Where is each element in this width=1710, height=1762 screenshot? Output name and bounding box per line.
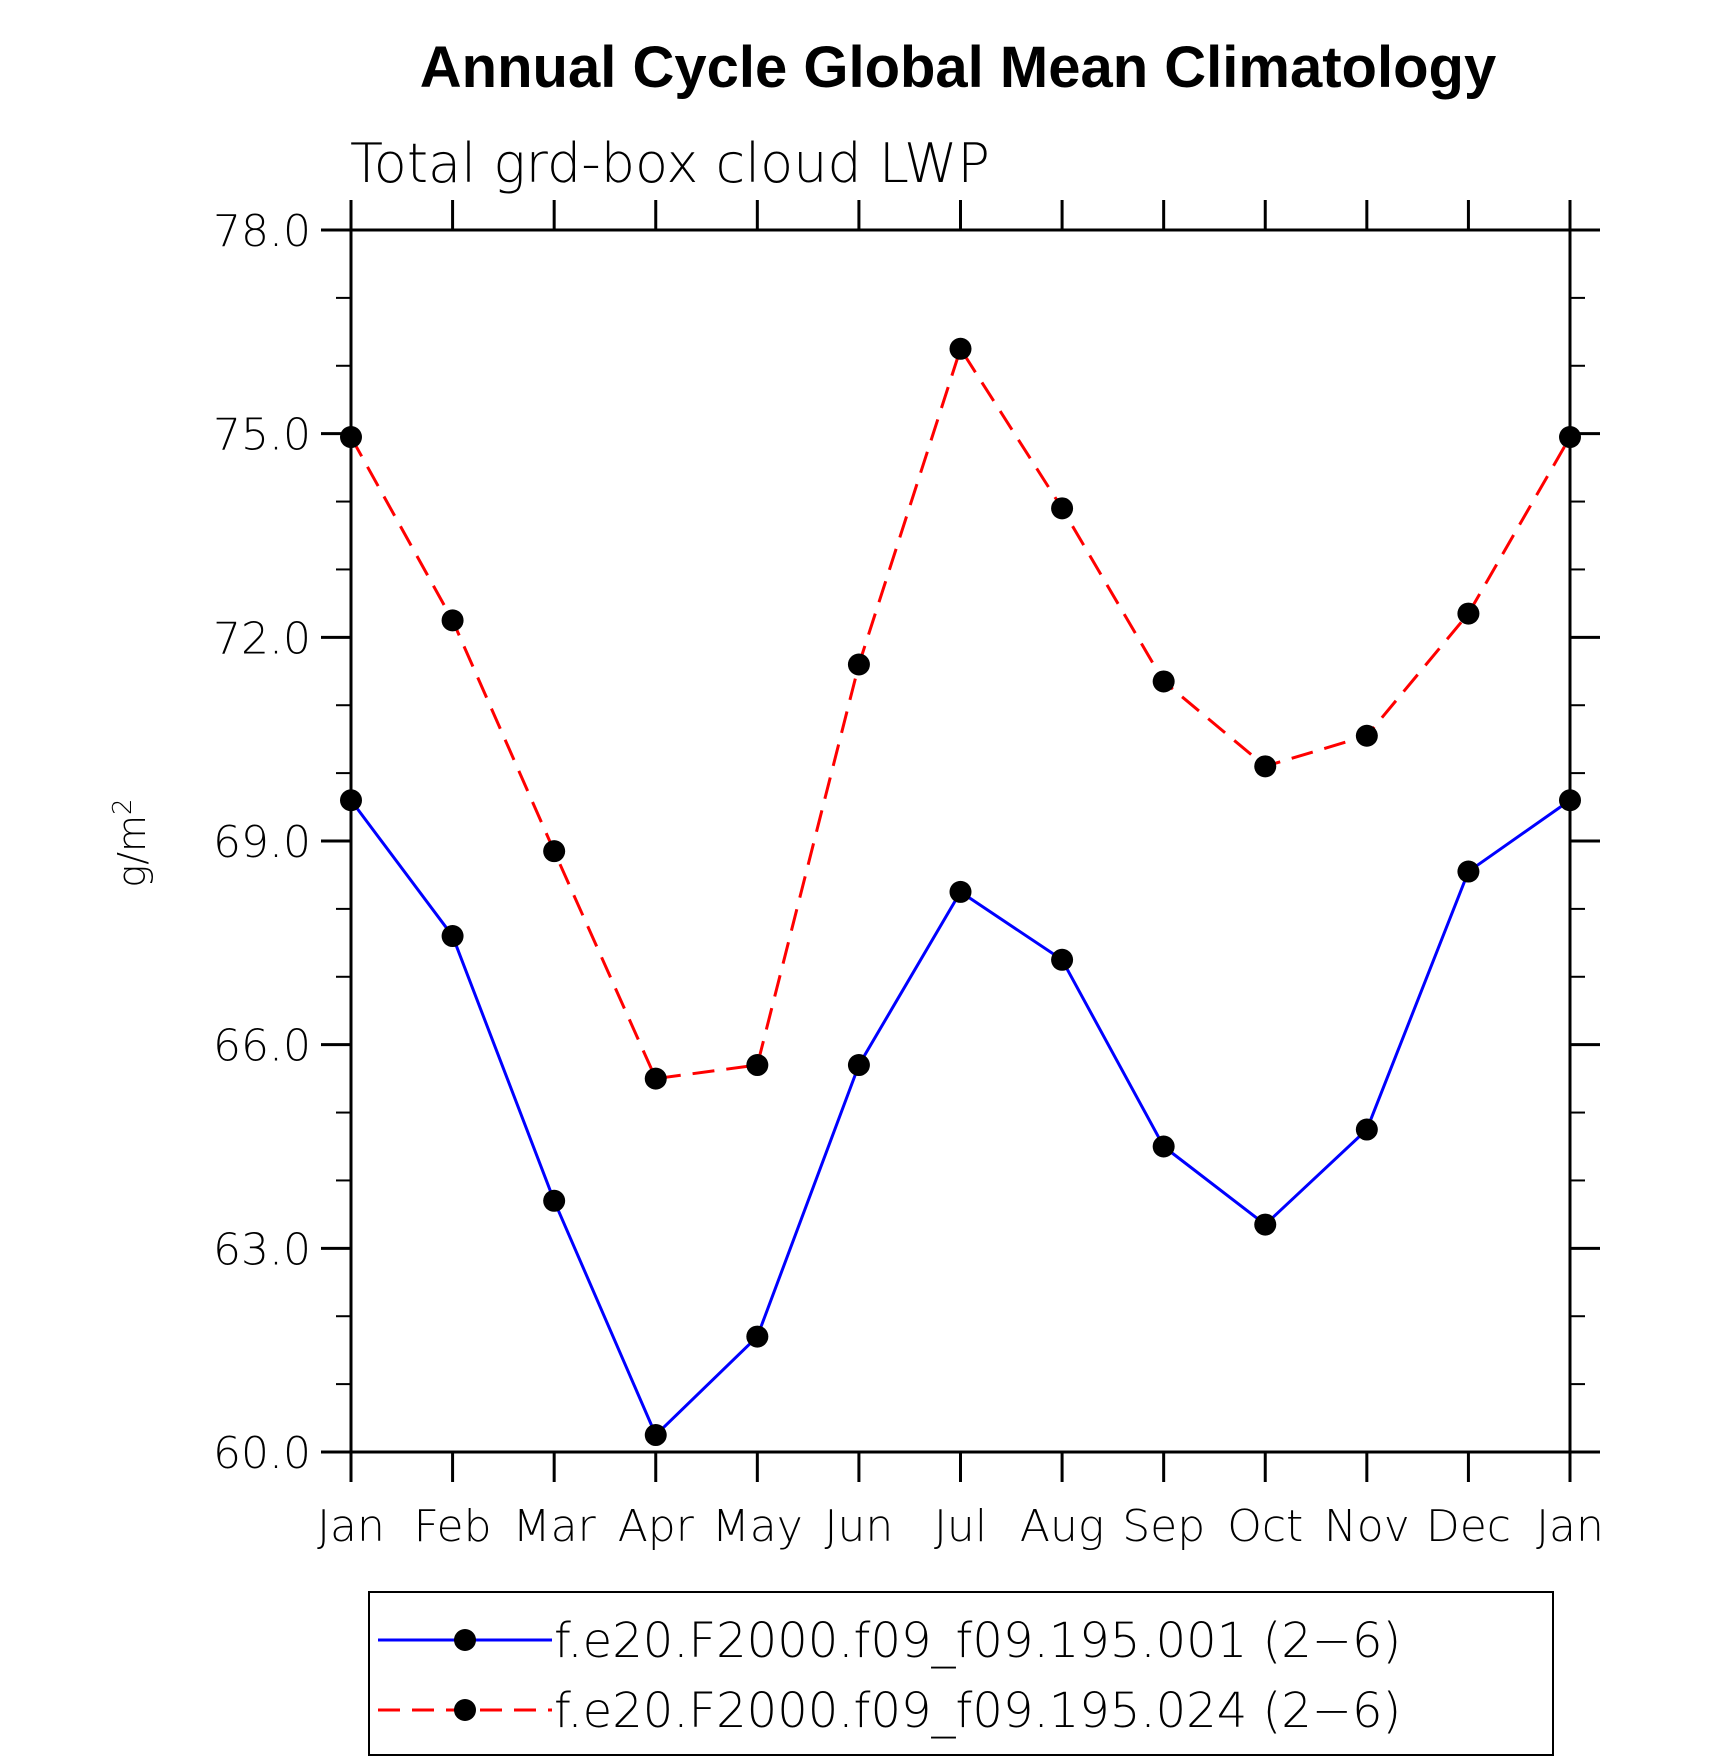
series-1-point (1152, 1135, 1175, 1158)
series-2-point (644, 1067, 667, 1090)
legend-marker-2 (454, 1699, 476, 1721)
series-1-point (441, 925, 464, 948)
series-2-point (1355, 724, 1378, 747)
series-1-point (1051, 948, 1074, 971)
y-axis-label-superscript: 2 (108, 798, 138, 815)
x-tick-label: Apr (618, 1501, 695, 1552)
axis-ticks (321, 200, 1600, 1482)
x-tick-label: Aug (1020, 1501, 1104, 1552)
series-1-point (543, 1189, 566, 1212)
series-2-point (1254, 755, 1277, 778)
plot-area (349, 228, 1572, 1454)
x-tick-label: Jan (317, 1501, 385, 1552)
series-2-point (340, 426, 362, 449)
series-1-point (644, 1424, 667, 1447)
series-2-point (1559, 426, 1581, 449)
x-tick-label: Sep (1122, 1501, 1205, 1552)
series-1-point (1355, 1118, 1378, 1141)
x-tick-label: Dec (1426, 1501, 1511, 1552)
x-tick-label: May (712, 1501, 803, 1552)
series-group (340, 337, 1581, 1447)
y-tick-label: 75.0 (213, 410, 311, 461)
x-tick-label: Jun (825, 1501, 894, 1552)
plot-frame (349, 228, 1572, 1454)
y-tick-label: 72.0 (213, 613, 311, 664)
series-1-point (949, 880, 972, 903)
y-axis-label: g/m2 (108, 798, 154, 887)
x-tick-label: Jul (934, 1501, 987, 1552)
series-2-point (1051, 497, 1074, 520)
series-2-point (1457, 602, 1480, 625)
series-1-point (1254, 1213, 1277, 1236)
series-2-point (441, 609, 464, 632)
series-2-point (746, 1054, 769, 1077)
series-2-point (543, 840, 566, 863)
series-2-point (949, 337, 972, 360)
series-1-point (847, 1054, 870, 1077)
x-tick-label: Feb (414, 1501, 492, 1552)
chart-title: Annual Cycle Global Mean Climatology (420, 35, 1496, 100)
legend: f.e20.F2000.f09_f09.195.001 (2−6) f.e20.F… (368, 1591, 1554, 1756)
y-tick-label: 66.0 (213, 1021, 311, 1072)
series-line-2 (349, 347, 1572, 1081)
y-tick-label: 60.0 (213, 1428, 311, 1479)
series-2-point (847, 653, 870, 676)
x-tick-label: Nov (1324, 1501, 1410, 1552)
series-1-point (1559, 789, 1581, 812)
legend-label-1: f.e20.F2000.f09_f09.195.001 (2−6) (554, 1613, 1401, 1669)
series-1-point (340, 789, 362, 812)
x-tick-label: Oct (1227, 1501, 1303, 1552)
legend-box (368, 1591, 1554, 1756)
tick-labels: 60.0 63.0 66.0 69.0 72.0 75.0 78.0 Jan Feb Mar Apr… (213, 206, 1604, 1552)
y-tick-label: 69.0 (213, 817, 311, 868)
x-tick-label: Jan (1536, 1501, 1604, 1552)
y-tick-label: 78.0 (213, 206, 311, 257)
y-tick-label: 63.0 (213, 1224, 311, 1275)
legend-label-2: f.e20.F2000.f09_f09.195.024 (2−6) (554, 1683, 1401, 1739)
series-1-point (1457, 860, 1480, 883)
series-1-point (746, 1325, 769, 1348)
chart-subtitle: Total grd-box cloud LWP (350, 132, 990, 195)
series-2-point (1152, 670, 1175, 693)
legend-marker-1 (454, 1629, 476, 1651)
x-tick-label: Mar (513, 1501, 597, 1552)
y-axis-label-base: g/m (110, 815, 154, 888)
